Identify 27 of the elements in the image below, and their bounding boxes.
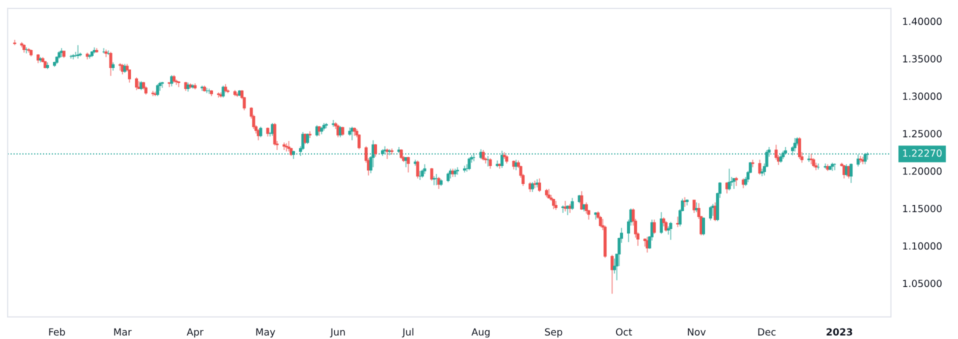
- ref-line-label: 1.22270: [903, 149, 942, 157]
- candlestick: [20, 42, 24, 48]
- y-tick-label: 1.15000: [903, 204, 942, 212]
- y-tick-label: 1.35000: [903, 55, 942, 62]
- x-tick-label: Feb: [49, 328, 65, 336]
- x-tick-label: Mar: [114, 328, 132, 336]
- y-tick-label: 1.10000: [903, 242, 942, 250]
- y-tick-label: 1.05000: [903, 280, 942, 288]
- candlestick: [177, 80, 180, 88]
- x-tick-label: May: [256, 328, 276, 338]
- y-tick-label: 1.20000: [903, 167, 942, 175]
- x-tick-label: Apr: [186, 328, 204, 338]
- x-tick-label: 2023: [826, 328, 852, 336]
- x-tick-label: Jun: [330, 328, 345, 338]
- x-tick-label: Aug: [472, 328, 490, 338]
- x-tick-label: Sep: [545, 328, 562, 338]
- x-tick-label: Oct: [616, 328, 632, 336]
- y-tick-label: 1.40000: [903, 18, 942, 26]
- x-tick-label: Dec: [758, 328, 776, 336]
- candlestick: [324, 122, 328, 129]
- candlestick: [27, 48, 30, 54]
- x-tick-label: Jul: [402, 328, 414, 338]
- candlestick: [751, 159, 754, 168]
- y-tick-label: 1.25000: [903, 130, 942, 138]
- candlestick: [154, 91, 157, 97]
- x-tick-label: Nov: [688, 328, 706, 336]
- y-tick-label: 1.30000: [903, 92, 942, 100]
